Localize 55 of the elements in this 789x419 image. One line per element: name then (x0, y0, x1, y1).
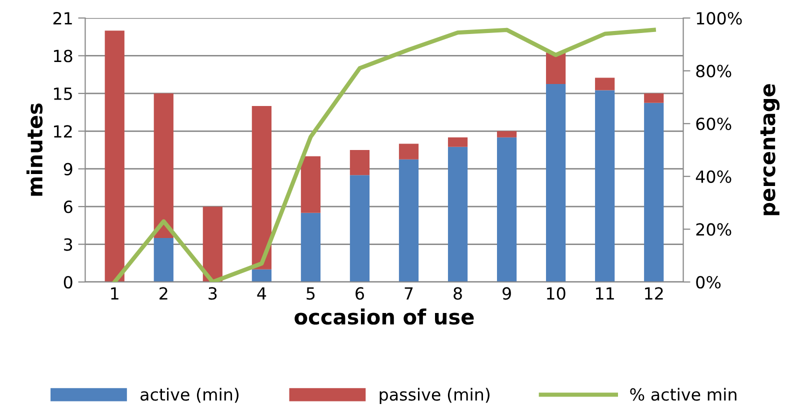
legend-label: % active min (630, 388, 736, 401)
y-tick-label: 3 (64, 238, 72, 251)
y-tick-label: 21 (53, 12, 72, 24)
x-tick-label: 12 (645, 287, 663, 300)
y-axis-title: minutes (26, 103, 43, 196)
bar (644, 93, 664, 103)
x-tick-label: 11 (596, 287, 614, 300)
y2-tick-label: 80% (696, 64, 732, 78)
line-series (112, 28, 656, 282)
bar (154, 238, 174, 282)
bar (398, 159, 419, 282)
bar (252, 269, 272, 282)
y-tick-label: 0 (64, 276, 72, 289)
x-tick-label: 6 (356, 287, 364, 300)
x-axis-title: occasion of use (294, 308, 474, 325)
bar (350, 150, 370, 176)
x-tick-label: 5 (306, 287, 315, 300)
bar (104, 30, 124, 282)
y-tick-label: 9 (64, 162, 72, 176)
x-tick-label: 8 (454, 287, 462, 300)
bar (496, 137, 517, 282)
x-tick-label: 1 (111, 287, 118, 300)
bar (448, 137, 468, 147)
bar (496, 131, 517, 138)
bar (252, 106, 272, 270)
bar (546, 52, 566, 84)
x-tick-label: 3 (208, 287, 217, 300)
bar (644, 102, 664, 282)
x-tick-label: 10 (547, 287, 566, 300)
bar (546, 84, 566, 282)
y2-tick-label: 0% (696, 276, 721, 289)
bar (350, 175, 370, 282)
bar (300, 156, 321, 213)
bar (154, 93, 174, 238)
bar (398, 144, 419, 160)
bar (300, 212, 321, 282)
y2-tick-label: 100% (696, 12, 742, 25)
y2-tick-label: 40% (696, 170, 732, 183)
y-tick-label: 18 (54, 50, 72, 62)
legend-label: passive (min) (380, 388, 490, 404)
y-tick-label: 6 (64, 200, 72, 214)
y-tick-label: 12 (54, 125, 72, 138)
x-tick-label: 2 (160, 287, 168, 300)
bar (595, 78, 615, 90)
y-tick-label: 15 (54, 88, 72, 100)
bar (202, 206, 222, 282)
x-tick-label: 9 (502, 287, 511, 300)
x-tick-label: 7 (404, 287, 413, 300)
bar (448, 146, 468, 282)
bar (595, 90, 615, 282)
x-tick-label: 4 (257, 287, 266, 300)
y2-tick-label: 60% (696, 118, 732, 130)
legend-label: active (min) (140, 388, 239, 403)
y2-tick-label: 20% (696, 223, 732, 236)
y2-axis-title: percentage (760, 84, 780, 216)
